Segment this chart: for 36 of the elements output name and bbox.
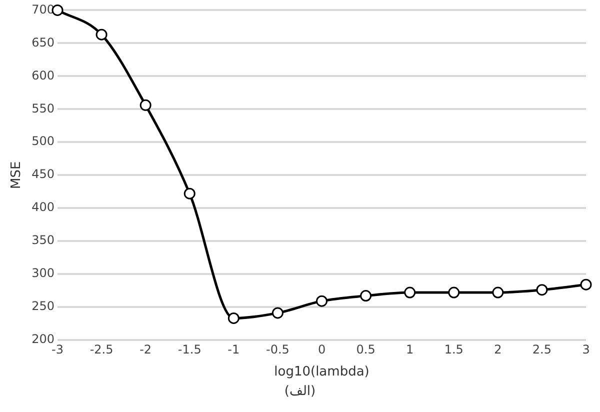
point xyxy=(272,307,284,319)
y-tick-label: 500 xyxy=(32,134,55,148)
point xyxy=(536,284,548,296)
point xyxy=(228,312,240,324)
y-tick-label: 250 xyxy=(32,299,55,314)
y-tick-label: 600 xyxy=(32,68,55,82)
y-tick-label: 450 xyxy=(32,167,55,182)
x-tick-label: 0 xyxy=(318,342,326,356)
y-tick-label: 300 xyxy=(32,266,55,280)
y-axis-title: MSE xyxy=(9,161,24,189)
x-tick-label: 0.5 xyxy=(356,342,376,356)
text: (الف) xyxy=(283,384,317,399)
y-tick-label: 650 xyxy=(32,35,55,50)
x-tick-label: -1 xyxy=(228,342,240,356)
point xyxy=(580,278,592,290)
x-tick-label: 3 xyxy=(582,342,590,356)
point xyxy=(360,290,372,302)
x-axis-title: log10(lambda) xyxy=(274,364,370,380)
y-tick-label: 350 xyxy=(32,233,55,248)
y-tick-label: 400 xyxy=(32,200,55,214)
x-tick-label: 2.5 xyxy=(532,342,552,356)
x-tick-label: -1.5 xyxy=(178,342,202,356)
point xyxy=(404,286,416,298)
x-tick-label: 2 xyxy=(494,342,502,356)
x-tick-label: -2.5 xyxy=(90,342,114,356)
y-tick-label: 550 xyxy=(32,101,55,116)
point xyxy=(184,188,196,200)
x-tick-label: -2 xyxy=(140,342,152,356)
point xyxy=(492,286,504,298)
x-tick-label: -0.5 xyxy=(266,342,290,356)
point xyxy=(140,99,152,111)
point xyxy=(448,286,460,298)
x-tick-label: 1 xyxy=(406,342,414,356)
x-tick-label: 1.5 xyxy=(444,342,464,356)
point xyxy=(316,295,328,307)
point xyxy=(96,28,108,40)
